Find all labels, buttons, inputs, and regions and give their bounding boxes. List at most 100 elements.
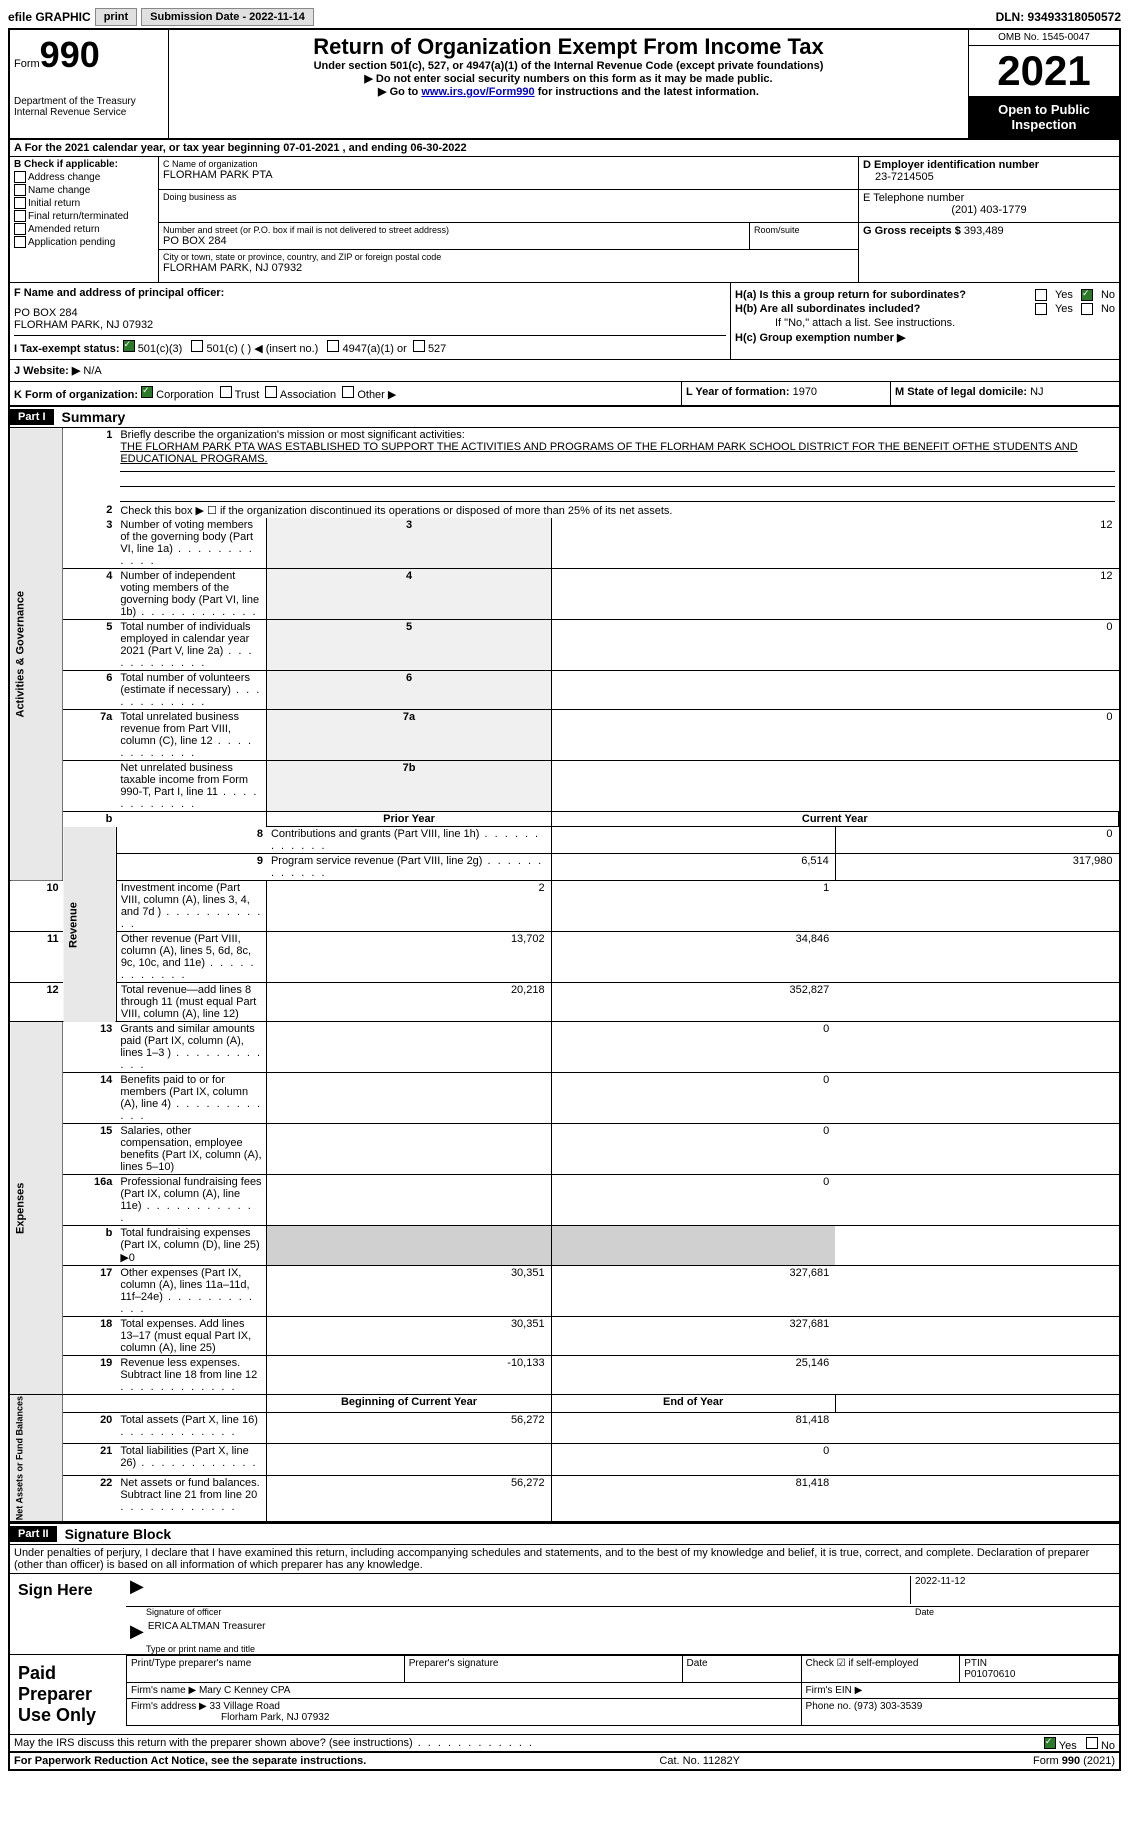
org-name-label: C Name of organization (163, 159, 854, 169)
checkbox-trust[interactable] (220, 386, 232, 398)
checkbox-name-change[interactable] (14, 184, 26, 196)
checkbox-initial-return[interactable] (14, 197, 26, 209)
discuss-yes[interactable] (1044, 1737, 1056, 1749)
part2-header: Part II Signature Block (10, 1522, 1119, 1545)
prep-date-label: Date (682, 1656, 801, 1683)
current-year-header: Current Year (551, 812, 1118, 827)
checkbox-other[interactable] (342, 386, 354, 398)
tax-year: 2021 (969, 46, 1119, 96)
mission-text: THE FLORHAM PARK PTA WAS ESTABLISHED TO … (120, 441, 1077, 465)
part1-badge: Part I (10, 409, 54, 425)
ptin-value: P01070610 (964, 1669, 1015, 1680)
hb-note: If "No," attach a list. See instructions… (735, 317, 1115, 329)
instruction-1: ▶ Do not enter social security numbers o… (173, 72, 964, 85)
org-name: FLORHAM PARK PTA (163, 169, 854, 181)
sign-here-label: Sign Here (10, 1574, 126, 1654)
state-domicile: NJ (1030, 386, 1043, 398)
line1-label: Briefly describe the organization's miss… (120, 429, 464, 441)
section-f-label: F Name and address of principal officer: (14, 287, 726, 299)
open-public-badge: Open to Public Inspection (969, 96, 1119, 138)
prep-name-label: Print/Type preparer's name (127, 1656, 405, 1683)
checkbox-501c[interactable] (191, 340, 203, 352)
officer-name: ERICA ALTMAN Treasurer (148, 1621, 266, 1642)
year-formation-label: L Year of formation: (686, 386, 790, 398)
section-c: C Name of organization FLORHAM PARK PTA … (159, 157, 858, 282)
print-button[interactable]: print (95, 8, 137, 26)
summary-table: Activities & Governance 1 Briefly descri… (10, 428, 1119, 1522)
year-formation: 1970 (793, 386, 817, 398)
side-label-ag: Activities & Governance (10, 428, 63, 881)
checkbox-corp[interactable] (141, 386, 153, 398)
begin-year-header: Beginning of Current Year (267, 1395, 551, 1413)
part2-title: Signature Block (57, 1524, 180, 1544)
hb-no[interactable] (1081, 303, 1093, 315)
preparer-table: Print/Type preparer's name Preparer's si… (126, 1655, 1119, 1726)
officer-addr1: PO BOX 284 (14, 307, 726, 319)
discuss-row: May the IRS discuss this return with the… (10, 1735, 1119, 1753)
row-f-h: F Name and address of principal officer:… (10, 283, 1119, 360)
checkbox-address-change[interactable] (14, 171, 26, 183)
phone-label: E Telephone number (863, 192, 1115, 204)
name-title-label: Type or print name and title (126, 1644, 1119, 1654)
submission-date: Submission Date - 2022-11-14 (141, 8, 314, 26)
checkbox-527[interactable] (413, 340, 425, 352)
state-domicile-label: M State of legal domicile: (895, 386, 1027, 398)
firm-addr2: Florham Park, NJ 07932 (131, 1712, 329, 1723)
check-self-employed: Check ☑ if self-employed (801, 1656, 960, 1683)
line7a-value: 0 (551, 710, 1118, 761)
form-prefix: Form (14, 58, 40, 70)
checkbox-501c3[interactable] (123, 340, 135, 352)
ha-label: H(a) Is this a group return for subordin… (735, 289, 966, 301)
firm-ein-label: Firm's EIN ▶ (801, 1683, 1118, 1699)
ha-no[interactable] (1081, 289, 1093, 301)
part1-header: Part I Summary (10, 407, 1119, 428)
website-label: J Website: ▶ (14, 365, 80, 377)
section-d: D Employer identification number 23-7214… (858, 157, 1119, 282)
ein-label: D Employer identification number (863, 159, 1115, 171)
instruction-2: ▶ Go to www.irs.gov/Form990 for instruct… (173, 85, 964, 98)
row-j: J Website: ▶ N/A (10, 360, 1119, 382)
hb-label: H(b) Are all subordinates included? (735, 303, 920, 315)
line2-text: Check this box ▶ ☐ if the organization d… (116, 503, 1118, 518)
line7b-value (551, 761, 1118, 812)
efile-label: efile GRAPHIC (8, 10, 91, 24)
arrow-icon-2: ▶ (130, 1621, 144, 1642)
city-label: City or town, state or province, country… (163, 252, 854, 262)
form-990: Form990 Department of the Treasury Inter… (8, 28, 1121, 1771)
paperwork-notice: For Paperwork Reduction Act Notice, see … (14, 1755, 366, 1767)
section-b-label: B Check if applicable: (14, 159, 154, 170)
paid-preparer-row: Paid Preparer Use Only Print/Type prepar… (10, 1655, 1119, 1735)
phone-value: (201) 403-1779 (863, 204, 1115, 216)
prep-sig-label: Preparer's signature (404, 1656, 682, 1683)
cat-number: Cat. No. 11282Y (659, 1755, 740, 1767)
hb-yes[interactable] (1035, 303, 1047, 315)
dln-label: DLN: 93493318050572 (996, 10, 1121, 24)
room-label: Room/suite (754, 225, 854, 235)
checkbox-amended[interactable] (14, 223, 26, 235)
dept-label: Department of the Treasury Internal Reve… (14, 96, 164, 118)
prior-year-header: Prior Year (267, 812, 551, 827)
line5-value: 0 (551, 620, 1118, 671)
line6-value (551, 671, 1118, 710)
side-label-revenue: Revenue (63, 827, 117, 1022)
row-k: K Form of organization: Corporation Trus… (10, 382, 1119, 407)
paid-preparer-label: Paid Preparer Use Only (10, 1655, 126, 1734)
sign-here-row: Sign Here ▶ 2022-11-12 Signature of offi… (10, 1574, 1119, 1655)
checkbox-pending[interactable] (14, 236, 26, 248)
checkbox-assoc[interactable] (265, 386, 277, 398)
dba-label: Doing business as (163, 192, 854, 202)
irs-link[interactable]: www.irs.gov/Form990 (421, 86, 534, 98)
sig-date: 2022-11-12 (910, 1576, 1115, 1604)
omb-number: OMB No. 1545-0047 (969, 30, 1119, 46)
ha-yes[interactable] (1035, 289, 1047, 301)
website-value: N/A (83, 365, 101, 377)
declaration-text: Under penalties of perjury, I declare th… (10, 1545, 1119, 1574)
ein-value: 23-7214505 (863, 171, 1115, 183)
officer-addr2: FLORHAM PARK, NJ 07932 (14, 319, 726, 331)
checkbox-4947[interactable] (327, 340, 339, 352)
discuss-no[interactable] (1086, 1737, 1098, 1749)
city-state-zip: FLORHAM PARK, NJ 07932 (163, 262, 854, 274)
date-label: Date (915, 1607, 1115, 1617)
checkbox-final-return[interactable] (14, 210, 26, 222)
arrow-icon: ▶ (130, 1576, 144, 1604)
